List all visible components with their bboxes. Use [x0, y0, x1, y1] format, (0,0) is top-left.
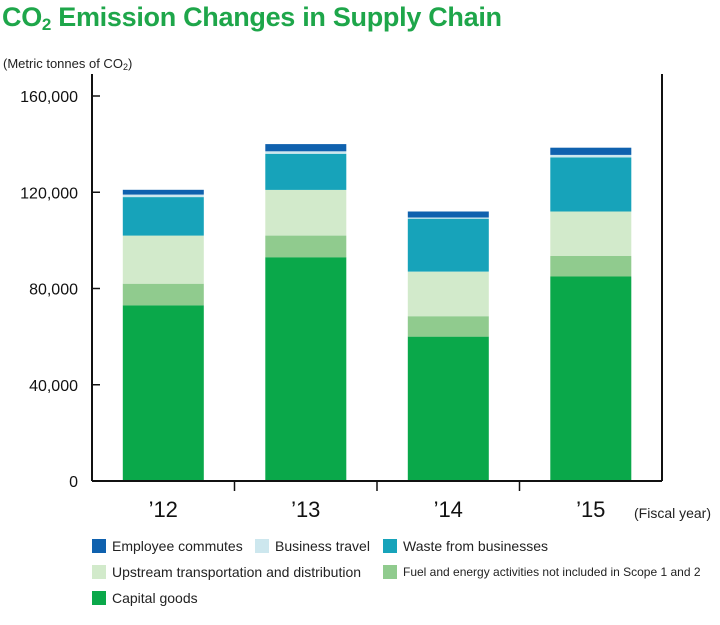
bar-segment-12-s0 — [122, 305, 204, 481]
bar-segment-14-s1 — [407, 316, 489, 337]
legend-swatch — [92, 565, 106, 579]
legend-swatch — [383, 539, 397, 553]
bar-segment-13-s3 — [265, 153, 347, 190]
legend-label: Upstream transportation and distribution — [112, 564, 362, 580]
legend-label: Business travel — [275, 538, 370, 554]
bar-segment-12-s4 — [122, 194, 204, 198]
unit-text-end: ) — [127, 56, 133, 71]
bars-group — [122, 144, 632, 481]
legend-item-capital-goods: Capital goods — [92, 590, 198, 606]
y-tick-label: 40,000 — [29, 378, 78, 395]
bar-segment-14-s0 — [407, 336, 489, 481]
bar-segment-15-s4 — [550, 155, 632, 158]
bar-segment-13-s5 — [265, 144, 347, 152]
bar-segment-15-s0 — [550, 276, 632, 481]
x-axis-label: (Fiscal year) — [634, 505, 712, 521]
bar-segment-15-s5 — [550, 147, 632, 155]
bar-segment-12-s1 — [122, 283, 204, 306]
legend-label: Fuel and energy activities not included … — [403, 565, 701, 579]
bar-segment-15-s1 — [550, 256, 632, 277]
legend-item-business-travel: Business travel — [255, 538, 370, 554]
legend-item-waste-from-businesses: Waste from businesses — [383, 538, 548, 554]
bar-segment-13-s1 — [265, 235, 347, 258]
x-tick-label: ’13 — [291, 497, 320, 522]
y-tick-label: 80,000 — [29, 282, 78, 299]
x-tick-label: ’15 — [576, 497, 605, 522]
title-subscript: 2 — [41, 15, 52, 34]
y-tick-label: 160,000 — [20, 89, 78, 106]
bar-segment-14-s3 — [407, 218, 489, 272]
bar-segment-13-s2 — [265, 189, 347, 236]
legend-item-upstream-transportation: Upstream transportation and distribution — [92, 564, 361, 580]
legend-swatch — [92, 591, 106, 605]
x-ticks-group: ’12 ’13 ’14 ’15 — [149, 481, 605, 522]
y-axis-unit-label: (Metric tonnes of CO2) — [3, 56, 132, 72]
y-tick-label: 0 — [69, 474, 78, 491]
bar-segment-14-s2 — [407, 271, 489, 317]
legend-label: Capital goods — [112, 590, 198, 606]
bar-segment-15-s3 — [550, 157, 632, 212]
legend-swatch — [92, 539, 106, 553]
unit-text: (Metric tonnes of CO — [3, 56, 123, 71]
bar-segment-12-s2 — [122, 235, 204, 284]
legend-swatch — [383, 565, 397, 579]
bar-segment-14-s4 — [407, 217, 489, 219]
unit-subscript: 2 — [122, 62, 128, 72]
chart-title: CO2 Emission Changes in Supply Chain — [2, 2, 502, 35]
bar-segment-13-s0 — [265, 257, 347, 481]
x-tick-label: ’14 — [434, 497, 463, 522]
title-text-rest: Emission Changes in Supply Chain — [51, 2, 502, 32]
legend-label: Waste from businesses — [403, 538, 548, 554]
x-tick-label: ’12 — [149, 497, 178, 522]
title-text: CO — [2, 2, 42, 32]
bar-segment-13-s4 — [265, 151, 347, 154]
y-tick-label: 120,000 — [20, 185, 78, 202]
bar-segment-14-s5 — [407, 211, 489, 218]
bar-segment-15-s2 — [550, 211, 632, 256]
legend-label: Employee commutes — [112, 538, 243, 554]
bar-segment-12-s5 — [122, 189, 204, 195]
legend-item-fuel-and-energy: Fuel and energy activities not included … — [383, 565, 701, 579]
bar-segment-12-s3 — [122, 197, 204, 236]
legend-swatch — [255, 539, 269, 553]
legend-item-employee-commutes: Employee commutes — [92, 538, 243, 554]
y-ticks-group: 0 40,000 80,000 120,000 160,000 — [20, 89, 100, 491]
